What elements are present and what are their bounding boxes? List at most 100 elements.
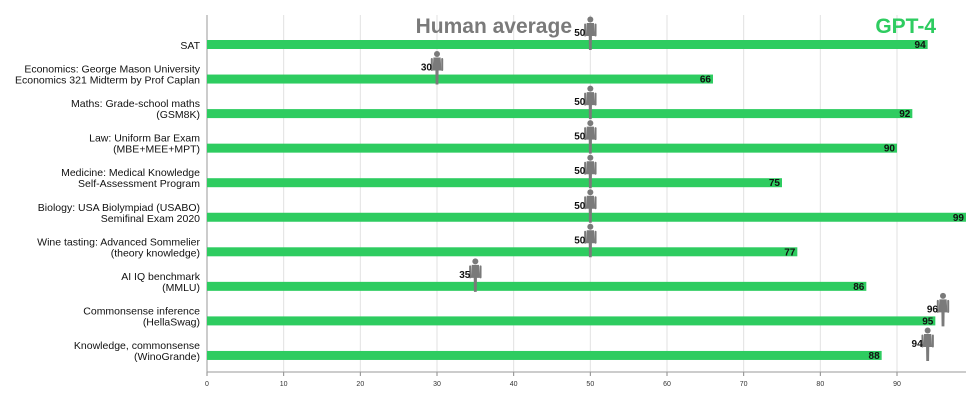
gpt4-bar	[207, 350, 882, 360]
x-tick-label: 40	[510, 381, 518, 388]
human-figure-left-arm	[469, 265, 472, 279]
x-tick-label: 80	[816, 381, 824, 388]
human-figure-head	[434, 51, 440, 58]
human-figure-head	[587, 16, 594, 23]
category-label: (MMLU)	[162, 282, 200, 294]
human-figure-head	[472, 258, 479, 265]
gpt4-bar	[207, 247, 798, 257]
category-label: (GSM8K)	[156, 109, 200, 121]
human-figure-body	[923, 333, 933, 361]
human-figure-left-arm	[584, 92, 587, 106]
human-average-markers: 50 30 50 50 50 50 50 35 96 94	[421, 16, 950, 361]
human-value-label: 50	[574, 235, 586, 246]
gpt4-bar	[207, 143, 897, 153]
human-figure-body	[585, 195, 595, 223]
gpt4-bars: 94 66 92 90 75 99 77 86 95 88	[207, 40, 966, 362]
gpt4-bar	[207, 316, 936, 326]
human-figure-icon	[584, 85, 597, 120]
human-figure-icon	[430, 51, 444, 85]
category-label: Semifinal Exam 2020	[101, 213, 200, 225]
category-label: (MBE+MEE+MPT)	[113, 144, 200, 156]
category-label: (theory knowledge)	[111, 247, 200, 259]
x-tick-label: 20	[356, 381, 364, 388]
human-figure-right-arm	[594, 196, 597, 210]
x-tick-label: 50	[586, 381, 594, 388]
x-tick-label: 0	[205, 381, 209, 388]
gpt4-value-label: 94	[915, 40, 927, 51]
human-figure-left-arm	[584, 23, 587, 37]
category-label: Medicine: Medical Knowledge	[61, 167, 200, 179]
gpt4-value-label: 88	[869, 351, 881, 362]
category-label: Economics: George Mason University	[24, 64, 200, 76]
category-label: Knowledge, commonsense	[74, 340, 200, 352]
human-figure-body	[585, 23, 595, 50]
gpt4-bar	[207, 109, 913, 119]
human-figure-body	[585, 161, 595, 189]
category-label: Commonsense inference	[83, 305, 200, 317]
human-figure-body	[585, 230, 595, 258]
x-tick-label: 90	[893, 381, 901, 388]
human-figure-icon	[921, 327, 934, 361]
human-figure-right-arm	[441, 58, 444, 72]
gpt4-value-label: 99	[953, 213, 965, 224]
gpt4-bar	[207, 281, 867, 291]
human-figure-left-arm	[584, 127, 587, 141]
human-figure-right-arm	[594, 23, 597, 37]
category-label: AI IQ benchmark	[121, 271, 201, 283]
category-label: (WinoGrande)	[134, 351, 200, 363]
gpt4-value-label: 95	[922, 316, 934, 327]
legend-human-average: Human average	[416, 15, 572, 38]
human-value-label: 50	[574, 201, 586, 212]
gpt4-value-label: 66	[700, 75, 712, 86]
human-figure-head	[924, 327, 931, 334]
human-figure-icon	[584, 189, 597, 223]
x-tick-label: 60	[663, 381, 671, 388]
human-figure-right-arm	[931, 334, 934, 348]
human-value-label: 30	[421, 63, 433, 74]
human-value-label: 94	[912, 339, 924, 350]
human-value-label: 35	[459, 270, 471, 281]
category-label: (HellaSwag)	[143, 316, 200, 328]
human-figure-head	[587, 223, 594, 230]
human-figure-icon	[584, 120, 597, 154]
human-figure-right-arm	[947, 299, 950, 313]
category-label: Self-Assessment Program	[78, 178, 200, 190]
human-figure-head	[587, 120, 594, 127]
legend-gpt4: GPT-4	[875, 15, 936, 38]
gpt4-value-label: 92	[899, 109, 911, 120]
human-figure-body	[432, 57, 442, 85]
human-figure-body	[585, 126, 595, 154]
human-figure-right-arm	[479, 265, 482, 279]
gpt4-value-label: 75	[769, 178, 781, 189]
human-figure-right-arm	[594, 230, 597, 244]
category-label: SAT	[180, 40, 200, 52]
category-label: Law: Uniform Bar Exam	[89, 133, 200, 145]
gpt4-value-label: 90	[884, 144, 896, 155]
x-tick-label: 30	[433, 381, 441, 388]
category-label: Wine tasting: Advanced Sommelier	[37, 236, 200, 248]
category-label: Biology: USA Biolympiad (USABO)	[38, 202, 200, 214]
human-figure-body	[470, 264, 480, 292]
gpt4-value-label: 77	[784, 247, 796, 258]
gpt4-bar	[207, 212, 966, 222]
human-figure-left-arm	[921, 334, 924, 348]
human-figure-body	[585, 92, 595, 120]
human-figure-head	[940, 292, 946, 299]
x-tick-label: 70	[740, 381, 748, 388]
gpt4-bar	[207, 74, 713, 84]
human-figure-body	[938, 299, 948, 327]
human-value-label: 50	[574, 166, 586, 177]
category-labels: SAT Economics: George Mason UniversityEco…	[15, 40, 201, 363]
x-tick-label: 10	[280, 381, 288, 388]
human-value-label: 96	[927, 304, 939, 315]
gpt4-bar	[207, 178, 782, 188]
human-figure-icon	[584, 223, 597, 258]
human-figure-left-arm	[584, 161, 587, 175]
human-figure-right-arm	[594, 161, 597, 175]
human-figure-head	[587, 189, 594, 196]
human-figure-head	[587, 85, 594, 92]
human-figure-icon	[469, 258, 482, 292]
human-value-label: 50	[574, 132, 586, 143]
human-figure-left-arm	[936, 299, 939, 313]
